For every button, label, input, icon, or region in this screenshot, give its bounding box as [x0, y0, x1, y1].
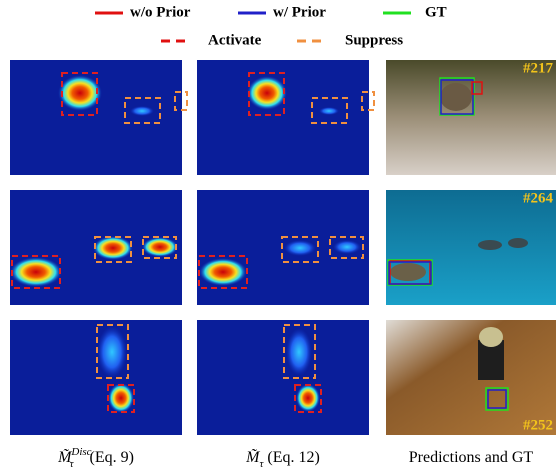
legend-label: GT [425, 4, 447, 20]
caption: M̃τ(Eq. 12) [245, 448, 320, 470]
frame-label: #264 [523, 191, 554, 207]
caption-sub: τ [259, 458, 264, 470]
caption-ref: (Eq. 12) [267, 449, 319, 466]
caption: Predictions and GT [409, 449, 534, 466]
legend-label: w/ Prior [273, 4, 326, 20]
caption-sup: Disc [70, 446, 91, 458]
legend-label: Suppress [345, 32, 403, 48]
legend: w/o Prior w/ Prior GT Activate Suppress [95, 4, 447, 48]
frame-label: #217 [523, 61, 554, 77]
heatmap-column-1 [10, 60, 187, 435]
heatmap-column-2 [197, 60, 374, 435]
legend-label: w/o Prior [130, 4, 191, 20]
prediction-column: #217 #264 #252 [386, 60, 556, 435]
frame-label: #252 [523, 418, 553, 434]
figure: w/o Prior w/ Prior GT Activate Suppress [0, 0, 558, 470]
caption-ref: (Eq. 9) [90, 449, 134, 466]
legend-label: Activate [208, 32, 262, 48]
caption-sub: τ [70, 458, 75, 470]
